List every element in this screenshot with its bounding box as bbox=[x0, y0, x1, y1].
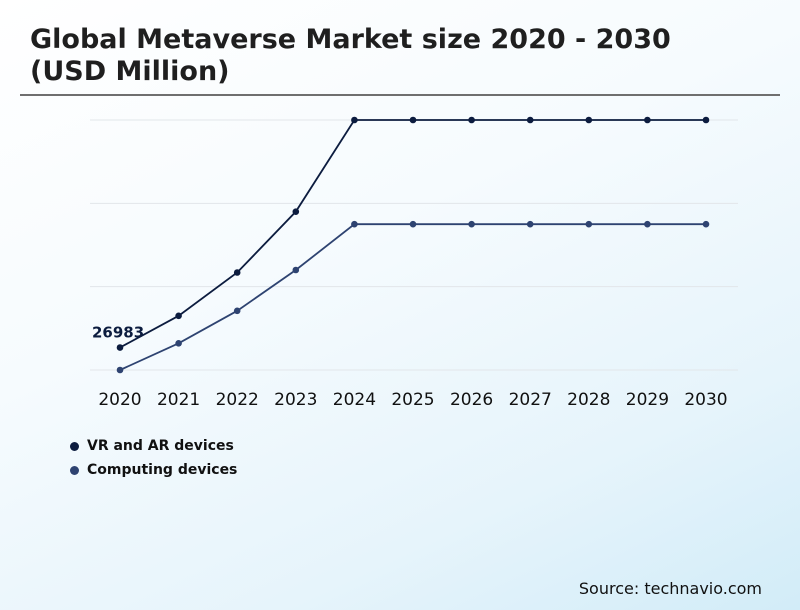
data-point-vr-ar bbox=[116, 344, 124, 351]
x-tick-label: 2026 bbox=[450, 390, 493, 410]
chart-title-line1: Global Metaverse Market size 2020 - 2030 bbox=[30, 24, 671, 55]
series-line-vr-ar bbox=[119, 119, 706, 349]
x-tick-label: 2030 bbox=[684, 390, 727, 410]
data-point-computing bbox=[409, 220, 417, 228]
data-point-computing bbox=[585, 220, 593, 228]
x-tick-label: 2028 bbox=[567, 390, 610, 410]
legend-item-vr-ar[interactable]: VR and AR devices bbox=[70, 434, 237, 458]
data-point-computing bbox=[702, 220, 710, 228]
series-line-computing bbox=[119, 223, 706, 371]
data-point-vr-ar bbox=[351, 116, 358, 124]
data-point-computing bbox=[526, 220, 534, 228]
chart-title-line2: (USD Million) bbox=[30, 56, 230, 87]
data-point-vr-ar bbox=[644, 116, 651, 124]
data-point-computing bbox=[292, 266, 300, 274]
data-point-vr-ar bbox=[468, 116, 475, 124]
legend-label-vr-ar: VR and AR devices bbox=[87, 438, 234, 454]
data-point-computing bbox=[351, 220, 358, 228]
x-tick-label: 2021 bbox=[157, 390, 200, 410]
legend-item-computing[interactable]: Computing devices bbox=[70, 458, 237, 482]
x-tick-label: 2024 bbox=[333, 390, 376, 410]
data-point-computing bbox=[175, 340, 182, 347]
legend-marker-computing bbox=[70, 465, 79, 475]
chart-title: Global Metaverse Market size 2020 - 2030… bbox=[30, 24, 671, 88]
x-tick-label: 2020 bbox=[98, 390, 141, 410]
data-point-vr-ar bbox=[409, 116, 417, 124]
title-divider bbox=[20, 94, 780, 96]
x-tick-label: 2022 bbox=[216, 390, 259, 410]
data-point-computing bbox=[468, 220, 475, 228]
x-tick-label: 2025 bbox=[391, 390, 434, 410]
legend-label-computing: Computing devices bbox=[87, 462, 238, 478]
data-point-vr-ar bbox=[526, 116, 534, 124]
x-tick-label: 2029 bbox=[626, 390, 669, 410]
x-tick-label: 2027 bbox=[509, 390, 552, 410]
legend-marker-vr-ar bbox=[70, 441, 79, 451]
data-point-computing bbox=[116, 366, 124, 374]
data-point-vr-ar bbox=[585, 116, 593, 124]
x-tick-label: 2023 bbox=[274, 390, 317, 410]
data-point-vr-ar bbox=[233, 269, 241, 276]
data-point-vr-ar bbox=[702, 116, 710, 124]
data-point-computing bbox=[644, 220, 651, 228]
data-point-vr-ar bbox=[292, 208, 300, 215]
source-note: Source: technavio.com bbox=[578, 579, 762, 598]
data-point-vr-ar bbox=[175, 312, 182, 320]
legend: VR and AR devices Computing devices bbox=[70, 434, 237, 482]
data-point-computing bbox=[233, 307, 241, 315]
data-label: 26983 bbox=[92, 324, 144, 342]
